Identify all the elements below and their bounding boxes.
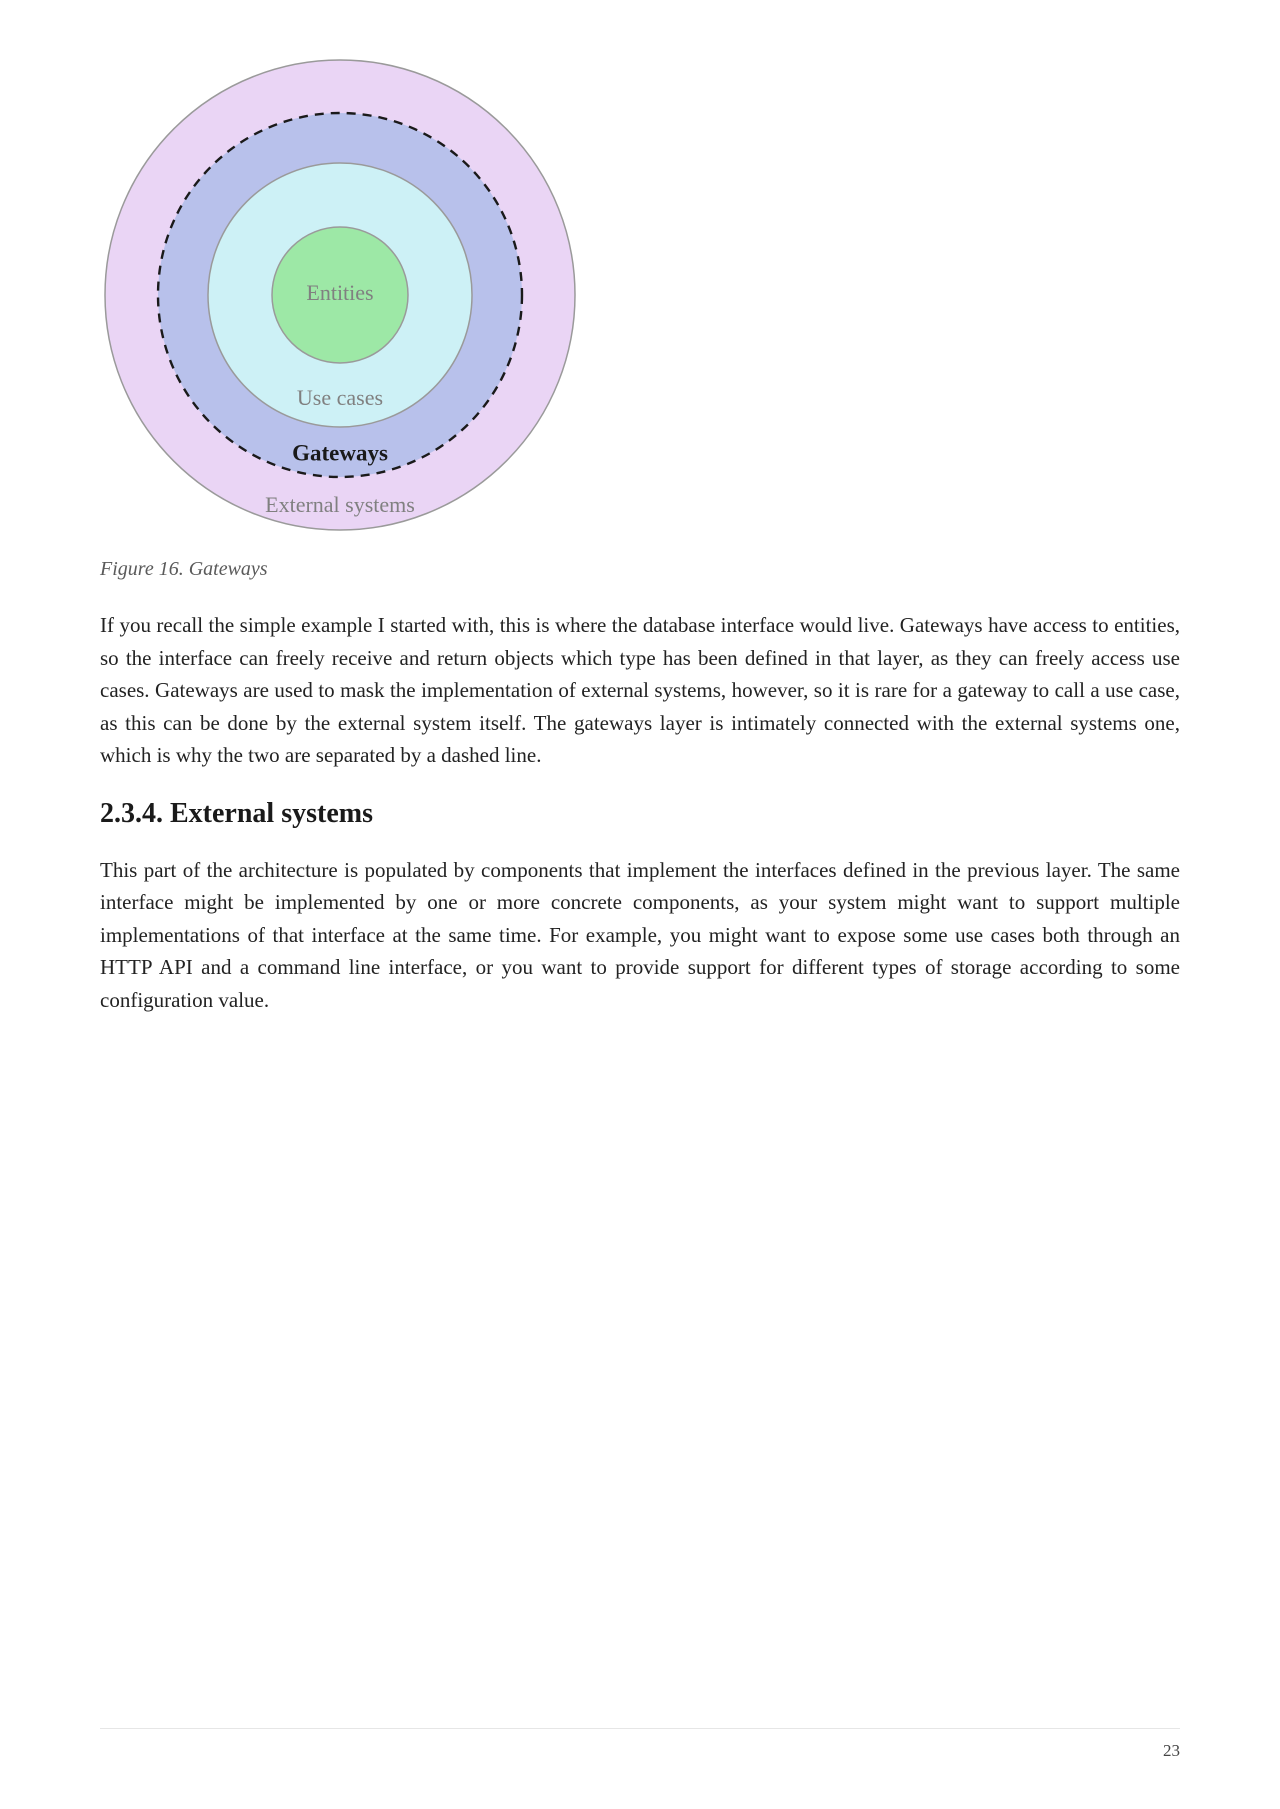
page-number: 23	[1163, 1741, 1180, 1761]
body-paragraph-2: This part of the architecture is populat…	[100, 854, 1180, 1017]
section-heading: 2.3.4. External systems	[100, 798, 1180, 830]
figure-caption: Figure 16. Gateways	[100, 558, 1180, 581]
diagram-container: External systems Gateways Use cases Entitie…	[100, 55, 1180, 540]
body-paragraph-1: If you recall the simple example I start…	[100, 609, 1180, 772]
ring-label-external-systems: External systems	[265, 492, 415, 517]
ring-label-gateways: Gateways	[292, 440, 388, 465]
ring-label-entities: Entities	[306, 280, 373, 305]
concentric-architecture-diagram: External systems Gateways Use cases Entitie…	[100, 55, 580, 535]
ring-label-use-cases: Use cases	[297, 385, 383, 410]
footer-divider	[100, 1728, 1180, 1729]
document-page: External systems Gateways Use cases Entitie…	[0, 0, 1280, 1102]
